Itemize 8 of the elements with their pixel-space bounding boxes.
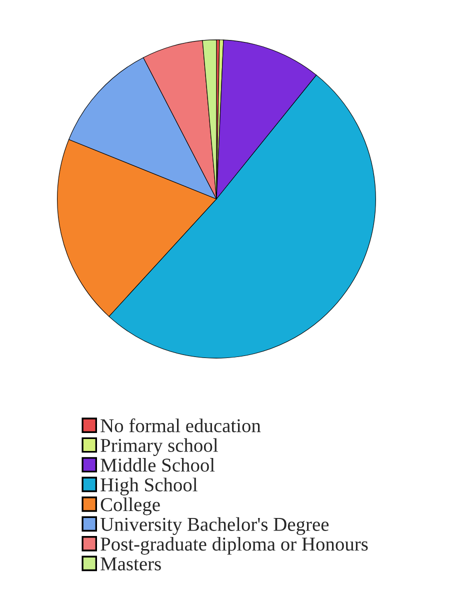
legend-label: College <box>100 498 160 516</box>
legend-label: Masters <box>100 558 161 570</box>
legend-label: University Bachelor's Degree <box>100 517 329 535</box>
legend-label: Post-graduate diploma or Honours <box>100 537 368 555</box>
legend-label: High School <box>100 478 198 496</box>
legend-label: Primary school <box>100 438 218 456</box>
legend-label: Middle School <box>100 458 215 472</box>
legend-label: No formal education <box>100 418 261 432</box>
